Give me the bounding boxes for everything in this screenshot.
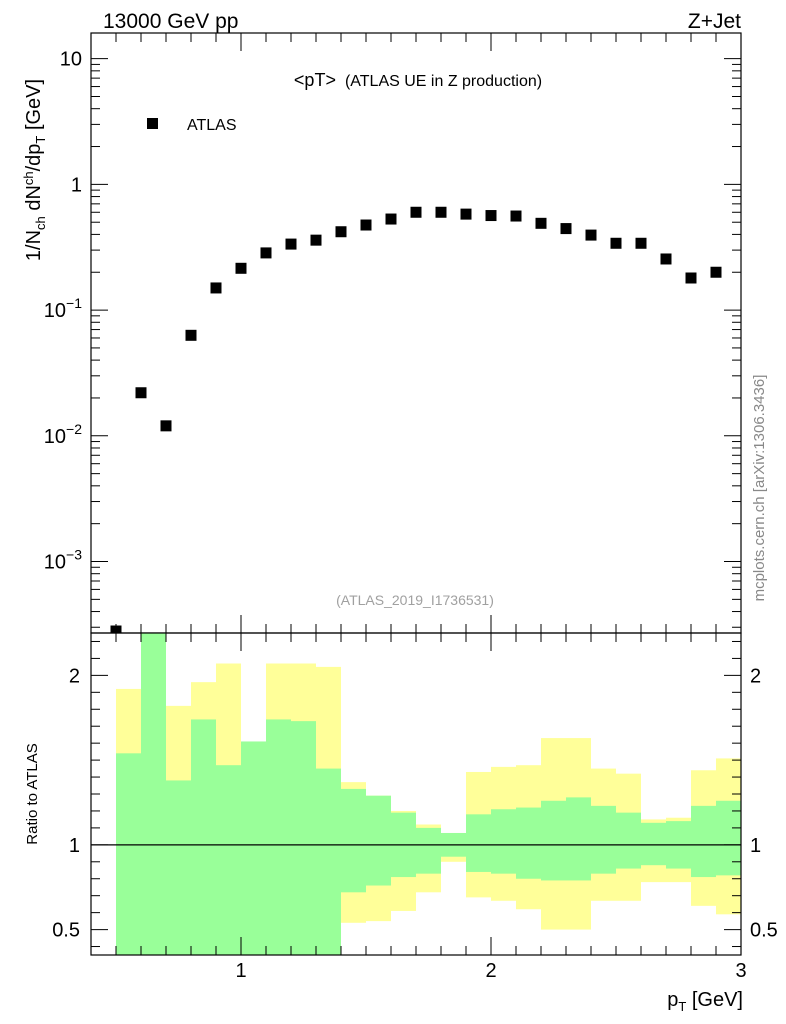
ratio-y-tick-label-left: 2 [69, 665, 80, 687]
data-point-atlas [110, 625, 122, 633]
ratio-band-green [241, 741, 266, 955]
analysis-label: (ATLAS_2019_I1736531) [336, 592, 494, 608]
legend-label-atlas: ATLAS [187, 117, 237, 134]
header-left: 13000 GeV pp [103, 10, 238, 33]
main-y-tick-exponent: −2 [66, 421, 82, 437]
data-point-atlas [135, 387, 147, 399]
ylabel-part-c: dN [23, 185, 45, 216]
main-y-tick-label: 10−2 [44, 421, 82, 448]
main-y-tick-label: 10−3 [44, 547, 82, 574]
ylabel-part-a: 1/N [23, 230, 45, 261]
data-point-atlas [560, 223, 572, 235]
data-point-atlas [660, 253, 672, 265]
ratio-band-green [466, 814, 491, 872]
plot-title: <pT> (ATLAS UE in Z production) [294, 70, 542, 90]
x-axis-label: pT [GeV] [667, 989, 743, 1014]
main-y-tick-label: 10−1 [44, 295, 82, 322]
ratio-plot-panel: 2 2 1 1 0.5 0.5 1 2 3 Ratio to ATLAS pT [GeV] [24, 632, 778, 1014]
main-y-tick-base: 10 [44, 552, 66, 574]
ratio-band-green [166, 780, 191, 955]
data-point-atlas [460, 208, 472, 220]
plot-title-main: <pT> [294, 70, 336, 90]
ratio-axis-ticks: 2 2 1 1 0.5 0.5 1 2 3 [52, 633, 778, 982]
ratio-band-green [116, 753, 141, 955]
ratio-band-green [341, 788, 366, 893]
ratio-band-green [291, 721, 316, 955]
main-y-tick-exponent: −1 [66, 295, 82, 311]
source-side-label: mcplots.cern.ch [arXiv:1306.3436] [751, 375, 768, 602]
data-point-atlas [335, 226, 347, 238]
ratio-y-tick-label-right: 1 [750, 835, 761, 857]
data-point-atlas [360, 219, 372, 231]
data-point-atlas [635, 237, 647, 249]
ratio-y-tick-label-left: 0.5 [52, 920, 80, 942]
ratio-band-green [591, 805, 616, 874]
data-point-atlas [235, 262, 247, 274]
data-point-atlas [310, 234, 322, 246]
ratio-band-green [616, 812, 641, 869]
ratio-bands [116, 633, 741, 955]
plot-title-sub: (ATLAS UE in Z production) [345, 73, 542, 90]
ratio-band-green [516, 807, 541, 879]
data-point-atlas [210, 282, 222, 294]
main-y-tick-exponent: −3 [66, 547, 82, 563]
x-tick-label: 3 [735, 960, 746, 982]
main-y-tick-label: 1 [71, 174, 82, 196]
ylabel-part-b: ch [33, 216, 48, 230]
data-point-atlas [385, 213, 397, 225]
ylabel-part-d: ch [21, 171, 36, 185]
main-y-tick-label: 10 [60, 49, 82, 71]
main-y-tick-base: 10 [60, 49, 82, 71]
data-point-atlas [160, 420, 172, 432]
ylabel-part-f: T [33, 136, 48, 144]
main-y-tick-base: 10 [44, 426, 66, 448]
ratio-band-green [316, 768, 341, 955]
data-point-atlas [610, 237, 622, 249]
ratio-plot-frame [90, 632, 742, 956]
ratio-band-green [266, 719, 291, 955]
ratio-band-green [416, 827, 441, 874]
ratio-band-green [641, 822, 666, 866]
ratio-band-green [216, 765, 241, 955]
xlabel-part-b: T [678, 999, 686, 1014]
data-point-atlas [685, 272, 697, 284]
ratio-y-tick-label-left: 1 [69, 835, 80, 857]
ylabel-part-e: /dp [23, 144, 45, 172]
ratio-y-axis-label: Ratio to ATLAS [24, 743, 41, 844]
ratio-band-green [566, 797, 591, 881]
header-right: Z+Jet [688, 10, 741, 33]
x-tick-label: 2 [485, 960, 496, 982]
main-y-axis-label: 1/Nch dNch/dpT [GeV] [21, 79, 48, 261]
ratio-band-green [541, 800, 566, 881]
ratio-band-green [141, 633, 166, 955]
ratio-band-green [491, 809, 516, 874]
legend-marker-atlas [147, 118, 158, 129]
data-point-atlas [710, 266, 722, 278]
data-point-atlas [510, 210, 522, 222]
ratio-band-green [366, 795, 391, 886]
data-points-atlas [110, 206, 722, 633]
xlabel-part-a: p [667, 989, 678, 1011]
ratio-y-tick-label-right: 2 [750, 665, 761, 687]
data-point-atlas [285, 238, 297, 250]
ratio-band-green [191, 719, 216, 955]
main-y-tick-base: 1 [71, 174, 82, 196]
ratio-y-tick-label-right: 0.5 [750, 920, 778, 942]
data-point-atlas [435, 206, 447, 218]
xlabel-part-c: [GeV] [686, 989, 743, 1011]
ratio-band-green [716, 800, 741, 876]
data-point-atlas [185, 329, 197, 341]
data-point-atlas [485, 210, 497, 222]
data-point-atlas [535, 217, 547, 229]
x-tick-label: 1 [235, 960, 246, 982]
data-point-atlas [585, 229, 597, 241]
data-point-atlas [410, 206, 422, 218]
ratio-band-green [691, 805, 716, 878]
data-point-atlas [260, 247, 272, 259]
ylabel-part-g: [GeV] [23, 79, 45, 136]
main-y-tick-base: 10 [44, 300, 66, 322]
